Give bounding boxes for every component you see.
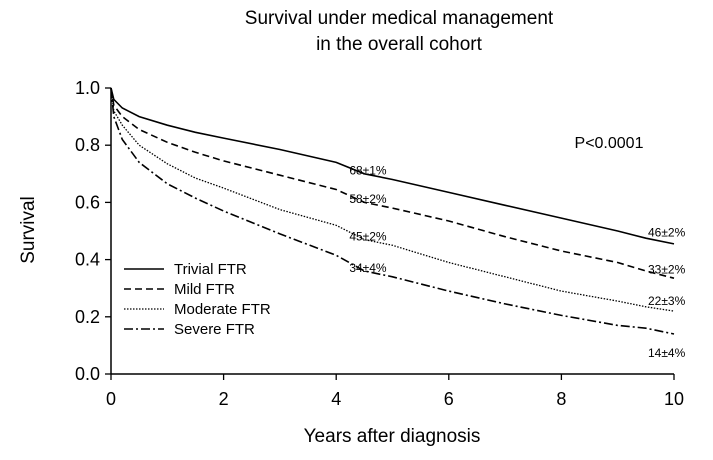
series-line-3 (110, 87, 675, 335)
legend-label-1: Mild FTR (174, 281, 235, 298)
legend-label-2: Moderate FTR (174, 301, 271, 318)
series-line-0 (110, 87, 675, 245)
series-line-2 (110, 87, 675, 312)
y-axis-label: Survival (18, 196, 39, 264)
x-axis-label: Years after diagnosis (304, 426, 481, 447)
annotation-label: 33±2% (648, 263, 686, 277)
x-tick-label: 2 (219, 389, 229, 409)
x-tick-label: 8 (556, 389, 566, 409)
annotations: 68±1% 46±2% 58±2% 33±2% 45±2% 22±3% 34±4% 14±4% (349, 164, 685, 360)
chart-title-line-1: Survival under medical management (245, 8, 554, 29)
annotation-label: 45±2% (349, 229, 387, 243)
annotation-label: 68±1% (349, 164, 387, 178)
series-line-1 (110, 87, 675, 279)
annotation-label: 58±2% (349, 192, 387, 206)
annotation-label: 14±4% (648, 346, 686, 360)
x-tick-label: 4 (331, 389, 341, 409)
series-lines (110, 87, 675, 335)
y-tick-label: 0.2 (75, 307, 100, 327)
x-tick-label: 10 (664, 389, 684, 409)
x-tick-label: 0 (106, 389, 116, 409)
y-tick-label: 0.6 (75, 192, 100, 212)
y-tick-label: 0.4 (75, 250, 100, 270)
p-value-label: P<0.0001 (575, 135, 644, 152)
legend-label-3: Severe FTR (174, 321, 255, 338)
annotation-label: 22±3% (648, 294, 686, 308)
y-tick-label: 0.8 (75, 135, 100, 155)
chart-title-line-2: in the overall cohort (316, 34, 483, 55)
legend: Trivial FTR Mild FTR Moderate FTR Severe FT… (124, 261, 271, 338)
x-tick-label: 6 (444, 389, 454, 409)
y-tick-label: 0.0 (75, 364, 100, 384)
axes: 0 2 4 6 8 10 0.0 0.2 0.4 0.6 0.8 1.0 (75, 78, 684, 409)
annotation-label: 34±4% (349, 261, 387, 275)
legend-label-0: Trivial FTR (174, 261, 247, 278)
annotation-label: 46±2% (648, 225, 686, 239)
y-tick-label: 1.0 (75, 78, 100, 98)
